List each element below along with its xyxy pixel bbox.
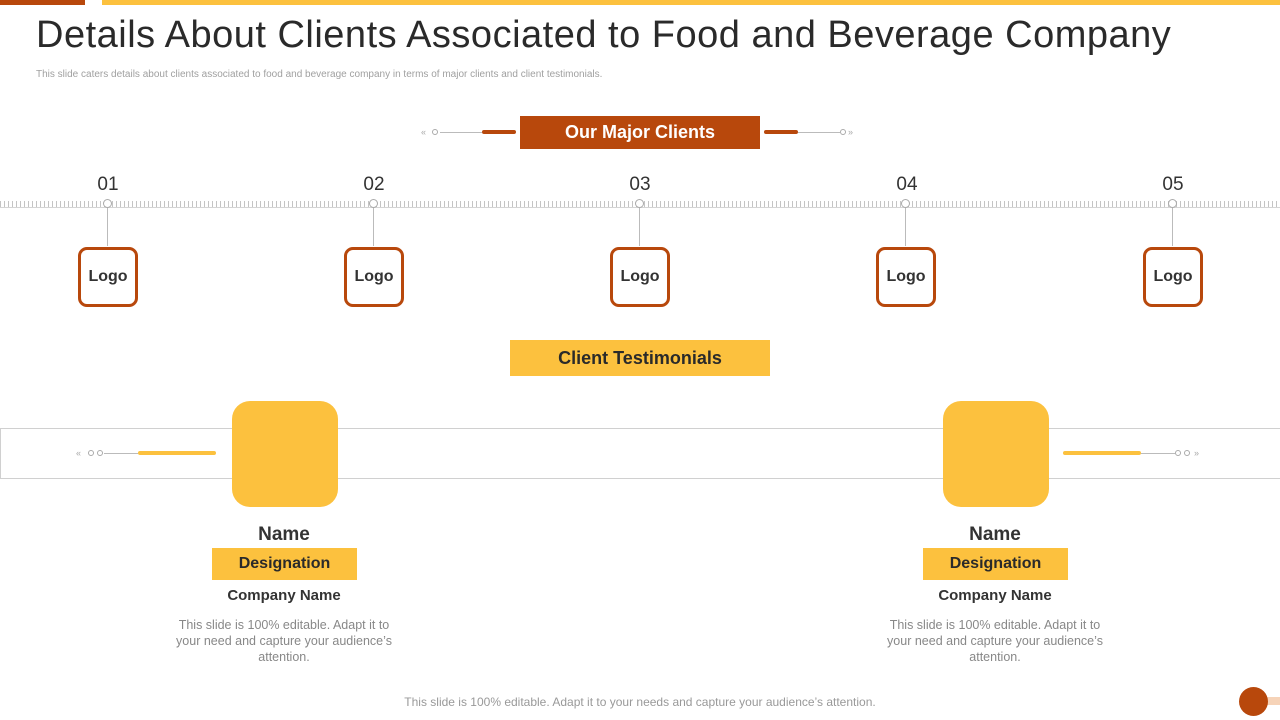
avatar-placeholder: [232, 401, 338, 507]
page-subtitle: This slide caters details about clients …: [36, 69, 603, 80]
ornament-bar: [482, 130, 516, 134]
ornament-bar: [1063, 451, 1141, 455]
timeline-pin: [1168, 199, 1177, 208]
timeline-connector: [1172, 208, 1173, 246]
footer-note: This slide is 100% editable. Adapt it to…: [404, 695, 876, 709]
timeline-connector: [905, 208, 906, 246]
ornament-bar: [138, 451, 216, 455]
testimonial-name: Name: [258, 524, 310, 545]
client-number: 04: [896, 174, 918, 195]
client-number: 03: [629, 174, 651, 195]
timeline-pin: [369, 199, 378, 208]
ornament-line: [1141, 453, 1175, 454]
ornament-bar: [764, 130, 798, 134]
client-number: 01: [97, 174, 119, 195]
page-title: Details About Clients Associated to Food…: [36, 14, 1172, 56]
ornament-dot: [432, 129, 438, 135]
client-logo-placeholder: Logo: [876, 247, 936, 307]
timeline-pin: [103, 199, 112, 208]
ornament-dot: [97, 450, 103, 456]
client-logo-placeholder: Logo: [78, 247, 138, 307]
ornament-chevron-left-icon: «: [421, 127, 427, 137]
client-number: 02: [363, 174, 385, 195]
timeline-pin: [901, 199, 910, 208]
testimonial-designation: Designation: [212, 548, 357, 580]
testimonials-heading: Client Testimonials: [510, 340, 770, 376]
client-logo-placeholder: Logo: [344, 247, 404, 307]
corner-accent-bar: [1262, 697, 1280, 705]
ornament-dot: [1175, 450, 1181, 456]
timeline-connector: [107, 208, 108, 246]
timeline-pin: [635, 199, 644, 208]
client-number: 05: [1162, 174, 1184, 195]
ornament-line: [798, 132, 840, 133]
ornament-line: [104, 453, 138, 454]
testimonial-designation: Designation: [923, 548, 1068, 580]
testimonial-name: Name: [969, 524, 1021, 545]
timeline-connector: [373, 208, 374, 246]
ornament-dot: [840, 129, 846, 135]
testimonial-text: This slide is 100% editable. Adapt it to…: [887, 618, 1103, 664]
top-accent-bar-yellow: [102, 0, 1280, 5]
major-clients-heading: Our Major Clients: [520, 116, 760, 149]
ornament-chevron-right-icon: »: [1194, 448, 1200, 458]
testimonial-text: This slide is 100% editable. Adapt it to…: [176, 618, 392, 664]
ornament-line: [440, 132, 482, 133]
ornament-chevron-left-icon: «: [76, 448, 82, 458]
corner-accent-circle: [1239, 687, 1268, 716]
avatar-placeholder: [943, 401, 1049, 507]
ornament-dot: [88, 450, 94, 456]
testimonial-company: Company Name: [938, 587, 1052, 604]
client-logo-placeholder: Logo: [1143, 247, 1203, 307]
client-logo-placeholder: Logo: [610, 247, 670, 307]
testimonial-company: Company Name: [227, 587, 341, 604]
top-accent-bar-dark: [0, 0, 85, 5]
ornament-dot: [1184, 450, 1190, 456]
timeline-connector: [639, 208, 640, 246]
ornament-chevron-right-icon: »: [848, 127, 854, 137]
